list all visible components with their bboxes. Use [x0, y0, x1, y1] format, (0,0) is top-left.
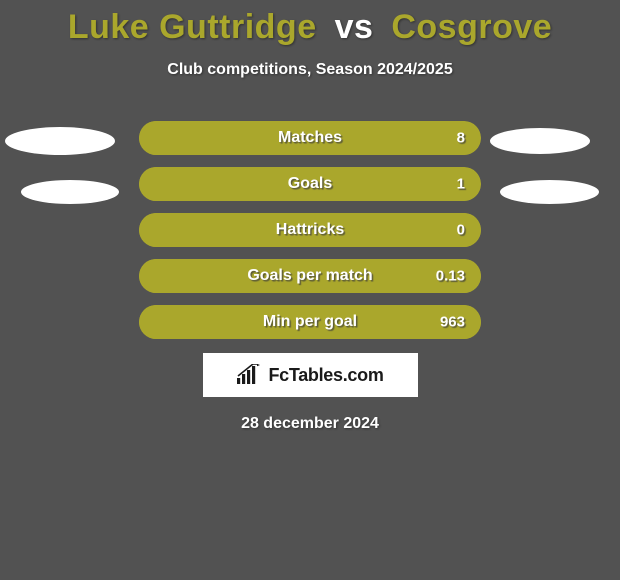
stat-row-matches: Matches 8 [139, 121, 481, 155]
player2-badge-bottom [500, 180, 599, 204]
stat-bars: Matches 8 Goals 1 Hattricks 0 Goals per … [139, 121, 481, 339]
stat-label: Goals per match [247, 267, 372, 285]
stat-label: Hattricks [276, 221, 344, 239]
stat-value-right: 0 [457, 222, 465, 239]
comparison-title: Luke Guttridge vs Cosgrove [0, 0, 620, 47]
title-vs: vs [335, 8, 374, 46]
player1-badge-bottom [21, 180, 119, 204]
stat-label: Matches [278, 129, 342, 147]
date: 28 december 2024 [0, 415, 620, 433]
stat-value-right: 0.13 [436, 268, 465, 285]
stat-value-right: 8 [457, 130, 465, 147]
subtitle: Club competitions, Season 2024/2025 [0, 61, 620, 79]
player1-badge-top [5, 127, 115, 155]
player1-name: Luke Guttridge [68, 8, 317, 46]
stat-row-goals: Goals 1 [139, 167, 481, 201]
bar-chart-icon [236, 364, 262, 386]
stats-area: Matches 8 Goals 1 Hattricks 0 Goals per … [0, 121, 620, 433]
stat-row-min-per-goal: Min per goal 963 [139, 305, 481, 339]
stat-value-right: 1 [457, 176, 465, 193]
player2-name: Cosgrove [391, 8, 552, 46]
stat-row-goals-per-match: Goals per match 0.13 [139, 259, 481, 293]
stat-row-hattricks: Hattricks 0 [139, 213, 481, 247]
player2-badge-top [490, 128, 590, 154]
stat-label: Goals [288, 175, 332, 193]
stat-label: Min per goal [263, 313, 357, 331]
brand-box: FcTables.com [203, 353, 418, 397]
brand-text: FcTables.com [268, 365, 383, 386]
stat-value-right: 963 [440, 314, 465, 331]
